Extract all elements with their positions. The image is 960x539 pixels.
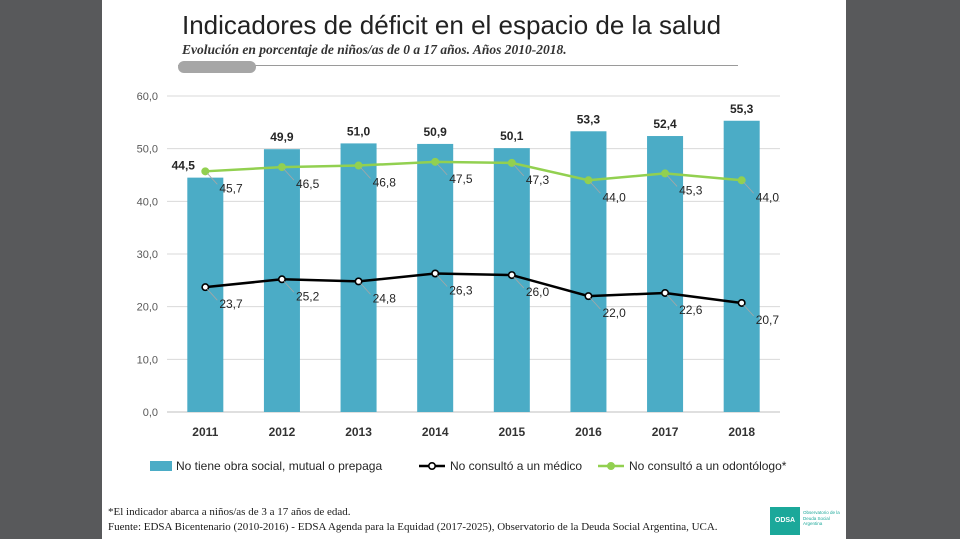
y-tick-label: 30,0: [137, 249, 158, 261]
bar: [187, 178, 223, 412]
source-note: Fuente: EDSA Bicentenario (2010-2016) - …: [108, 521, 718, 533]
data-label: 45,7: [219, 181, 243, 195]
x-tick-label: 2015: [498, 425, 525, 439]
x-tick-label: 2018: [728, 425, 755, 439]
x-tick-label: 2017: [652, 425, 679, 439]
x-tick-label: 2014: [422, 425, 449, 439]
y-tick-label: 50,0: [137, 144, 158, 156]
legend-marker: [429, 463, 435, 469]
data-label: 53,3: [577, 112, 601, 126]
title-rule: [178, 65, 738, 66]
legend-label: No consultó a un odontólogo*: [629, 459, 787, 473]
data-label: 51,0: [347, 124, 371, 138]
data-label: 44,0: [602, 190, 626, 204]
data-label: 22,0: [602, 306, 626, 320]
chart-area: 0,0 10,0 20,0 30,0 40,0 50,0 60,0 2011 2012 2013 2…: [102, 80, 846, 485]
slide-scrollbar-pill: [178, 61, 256, 73]
data-label: 44,5: [172, 159, 196, 173]
y-tick-label: 20,0: [137, 302, 158, 314]
x-tick-label: 2011: [192, 425, 218, 439]
odsa-logo-text: Observatorio de la Deuda Social Argentin…: [803, 510, 843, 527]
data-label: 25,2: [296, 289, 320, 303]
data-label: 20,7: [756, 313, 780, 327]
data-label: 50,1: [500, 129, 524, 143]
slide: Indicadores de déficit en el espacio de …: [102, 0, 846, 539]
data-label: 47,5: [449, 172, 473, 186]
x-tick-label: 2013: [345, 425, 372, 439]
bar: [570, 131, 606, 412]
data-label: 26,0: [526, 285, 550, 299]
data-label: 46,8: [373, 176, 397, 190]
bar: [417, 144, 453, 412]
legend-marker: [608, 463, 614, 469]
data-label: 45,3: [679, 183, 703, 197]
odsa-logo-mark: ODSA: [770, 507, 800, 535]
x-tick-label: 2012: [269, 425, 296, 439]
legend-swatch: [150, 461, 172, 471]
data-label: 22,6: [679, 303, 703, 317]
data-label: 44,0: [756, 190, 780, 204]
data-label: 26,3: [449, 283, 473, 297]
y-tick-label: 0,0: [143, 407, 158, 419]
data-label: 49,9: [270, 130, 294, 144]
y-tick-label: 10,0: [137, 354, 158, 366]
legend-label: No tiene obra social, mutual o prepaga: [176, 459, 382, 473]
chart-title: Indicadores de déficit en el espacio de …: [182, 10, 721, 41]
x-tick-label: 2016: [575, 425, 602, 439]
y-tick-label: 40,0: [137, 196, 158, 208]
odsa-logo: ODSA Observatorio de la Deuda Social Arg…: [770, 507, 842, 535]
bar: [647, 136, 683, 412]
bar: [494, 148, 530, 412]
chart-subtitle: Evolución en porcentaje de niños/as de 0…: [182, 42, 567, 58]
legend-label: No consultó a un médico: [450, 459, 582, 473]
data-label: 23,7: [219, 297, 243, 311]
bar: [724, 121, 760, 412]
data-label: 24,8: [373, 291, 397, 305]
data-label: 50,9: [424, 125, 448, 139]
data-label: 46,5: [296, 177, 320, 191]
data-label: 55,3: [730, 102, 754, 116]
data-label: 52,4: [653, 117, 677, 131]
data-label: 47,3: [526, 173, 550, 187]
footnote: *El indicador abarca a niños/as de 3 a 1…: [108, 506, 351, 518]
y-tick-label: 60,0: [137, 91, 158, 103]
